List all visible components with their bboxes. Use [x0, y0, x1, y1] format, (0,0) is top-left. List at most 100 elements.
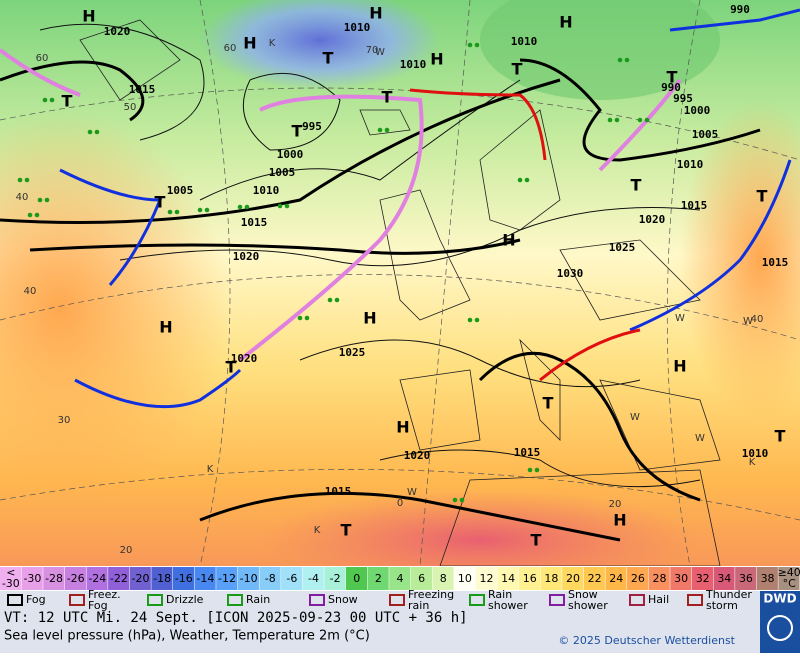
scale-box: [713, 567, 735, 590]
legend-label: Freez.: [88, 588, 121, 601]
legend-label: Rain: [488, 588, 512, 601]
high-pressure-label: H: [613, 511, 626, 530]
scale-label: -30: [2, 577, 20, 590]
legend-label: Snow: [328, 593, 358, 606]
low-pressure-label: T: [631, 176, 642, 195]
scale-box: [151, 567, 173, 590]
scale-box: [129, 567, 151, 590]
scale-box: [389, 567, 411, 590]
scale-label: 30: [674, 572, 688, 585]
scale-label: 38: [761, 572, 775, 585]
legend-icon: [227, 594, 243, 606]
rain-dot: [527, 467, 533, 473]
rain-dot: [204, 207, 210, 213]
scale-label: °C: [783, 577, 797, 590]
low-pressure-label: T: [155, 193, 166, 212]
high-pressure-label: H: [430, 50, 443, 69]
legend-icon: [549, 594, 565, 606]
isobar-label: 1015: [514, 446, 541, 459]
isobar-label: 1020: [233, 250, 260, 263]
scale-box: [627, 567, 649, 590]
scale-box: [194, 567, 216, 590]
temperature-label: K: [269, 38, 276, 49]
legend-label: Hail: [648, 593, 669, 606]
high-pressure-label: H: [363, 309, 376, 328]
temperature-label: 60: [224, 43, 237, 54]
rain-dot: [617, 57, 623, 63]
scale-box: [0, 567, 22, 590]
rain-dot: [384, 127, 390, 133]
rain-dot: [174, 209, 180, 215]
scale-label: -8: [265, 572, 276, 585]
scale-label: -18: [153, 572, 171, 585]
scale-box: [778, 567, 800, 590]
low-pressure-label: T: [292, 122, 303, 141]
isobar-label: 1015: [762, 256, 789, 269]
temperature-label: 60: [36, 53, 49, 64]
scale-label: 32: [696, 572, 710, 585]
scale-box: [324, 567, 346, 590]
isobar-label: 1025: [609, 241, 636, 254]
scale-box: [605, 567, 627, 590]
isobar-label: 1010: [742, 447, 769, 460]
rain-dot: [284, 203, 290, 209]
scale-label: 4: [397, 572, 404, 585]
scale-box: [735, 567, 757, 590]
rain-dot: [244, 204, 250, 210]
rain-dot: [607, 117, 613, 123]
low-pressure-label: T: [226, 358, 237, 377]
low-pressure-label: T: [531, 531, 542, 550]
scale-label: 20: [566, 572, 580, 585]
isobar-label: 1020: [231, 352, 258, 365]
high-pressure-label: H: [82, 7, 95, 26]
high-pressure-label: H: [673, 357, 686, 376]
rain-dot: [297, 315, 303, 321]
isobar-label: 1010: [400, 58, 427, 71]
high-pressure-label: H: [502, 231, 515, 250]
temperature-label: 20: [609, 499, 622, 510]
scale-box: [583, 567, 605, 590]
scale-label: -2: [330, 572, 341, 585]
scale-label: -30: [23, 572, 41, 585]
scale-label: ≥40: [778, 566, 800, 579]
valid-time: VT: 12 UTC Mi. 24 Sept. [ICON 2025-09-23…: [4, 610, 468, 626]
legend-icon: [687, 594, 703, 606]
scale-box: [454, 567, 476, 590]
isobar-label: 1015: [325, 485, 352, 498]
rain-dot: [534, 467, 540, 473]
legend-label: rain: [408, 599, 429, 612]
scale-label: -10: [240, 572, 258, 585]
legend-label: Fog: [88, 599, 108, 612]
isobar-label: 1020: [404, 449, 431, 462]
rain-dot: [17, 177, 23, 183]
scale-box: [64, 567, 86, 590]
low-pressure-label: T: [757, 187, 768, 206]
legend-icon: [69, 594, 85, 606]
rain-dot: [474, 317, 480, 323]
rain-dot: [327, 297, 333, 303]
high-pressure-label: H: [243, 34, 256, 53]
scale-box: [670, 567, 692, 590]
scale-box: [367, 567, 389, 590]
isobar-label: 1010: [677, 158, 704, 171]
temperature-label: K: [314, 525, 321, 536]
isobar-label: 1020: [104, 25, 131, 38]
scale-box: [43, 567, 65, 590]
legend-label: shower: [568, 599, 608, 612]
low-pressure-label: T: [667, 68, 678, 87]
scale-label: -6: [286, 572, 297, 585]
high-pressure-label: H: [559, 13, 572, 32]
legend-label: Drizzle: [166, 593, 204, 606]
legend-icon: [147, 594, 163, 606]
legend-label: Fog: [26, 593, 46, 606]
legend-label: Freezing: [408, 588, 454, 601]
scale-box: [518, 567, 541, 590]
scale-label: -16: [175, 572, 193, 585]
scale-label: 12: [479, 572, 493, 585]
scale-label: 10: [458, 572, 472, 585]
rain-dot: [467, 317, 473, 323]
scale-box: [302, 567, 324, 590]
scale-box: [281, 567, 303, 590]
temperature-label: 70: [366, 45, 379, 56]
